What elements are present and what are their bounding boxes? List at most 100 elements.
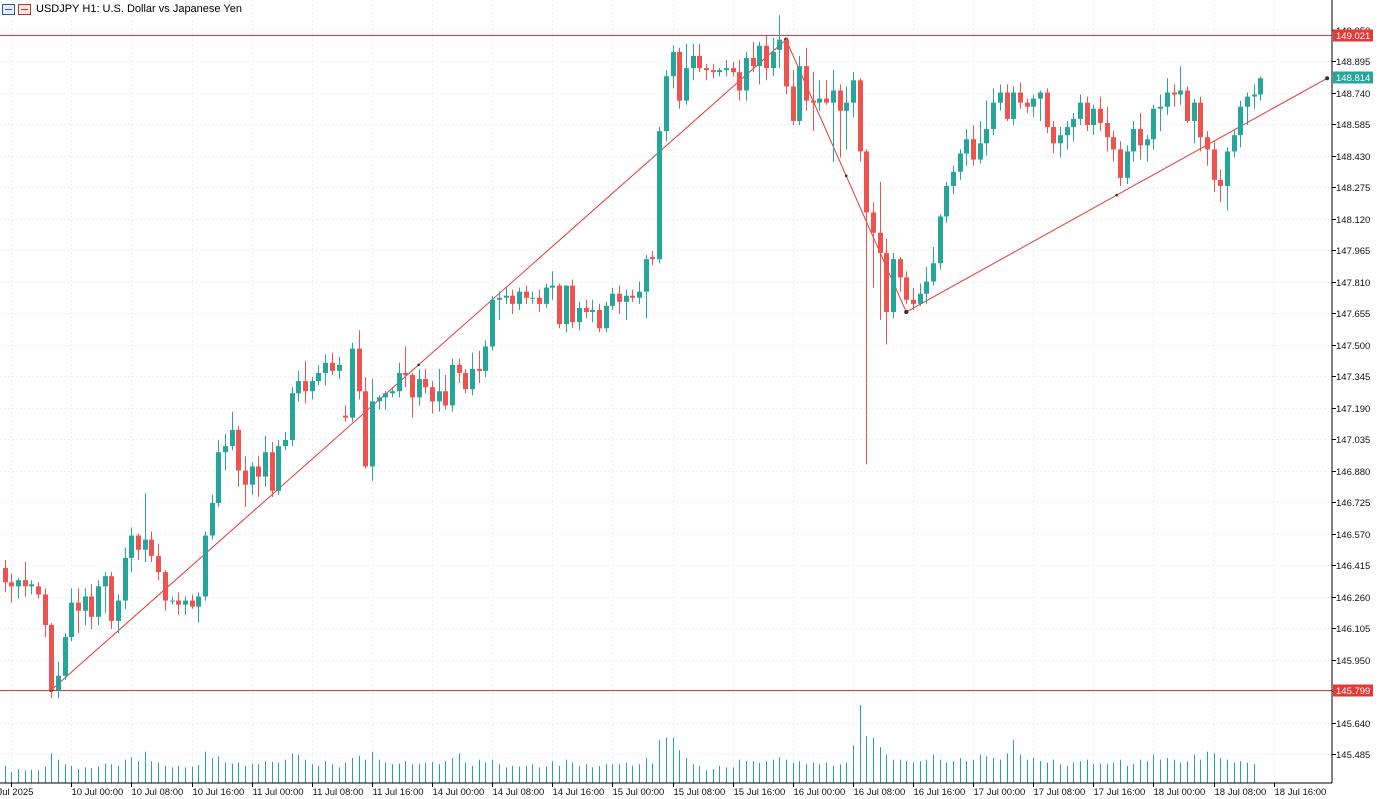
time-tick-label: 11 Jul 00:00: [253, 787, 304, 798]
candle-body: [998, 92, 1003, 103]
horizontal-levels[interactable]: [0, 35, 1332, 691]
candle-body: [537, 297, 542, 304]
candle-body: [504, 295, 509, 298]
candle-body: [56, 675, 61, 690]
time-tick-label: 17 Jul 08:00: [1034, 787, 1086, 798]
candle-body: [931, 263, 936, 282]
time-axis-background: [0, 783, 1379, 799]
level-price-label: 149.021: [1336, 31, 1370, 42]
zigzag-lines[interactable]: [49, 37, 1330, 692]
candle-body: [337, 364, 342, 371]
candle-body: [584, 307, 589, 312]
candle-body: [397, 372, 402, 392]
candle-body: [417, 379, 422, 398]
time-tick-label: 14 Jul 00:00: [433, 787, 485, 798]
candle-body: [550, 285, 555, 288]
price-tick-label: 147.035: [1336, 435, 1370, 446]
candle-body: [1185, 90, 1190, 121]
candle-body: [637, 291, 642, 298]
level-price-tag: [1333, 29, 1373, 42]
candle-body: [791, 86, 796, 121]
chart-list-icon[interactable]: [2, 3, 15, 15]
candle-body: [1131, 129, 1136, 152]
candle-body: [203, 535, 208, 597]
price-axis[interactable]: 149.050148.895148.740148.585148.430148.2…: [1331, 0, 1379, 783]
time-tick-label: 18 Jul 16:00: [1275, 787, 1327, 798]
candle-body: [430, 387, 435, 402]
price-tick-label: 148.740: [1336, 89, 1370, 100]
candle-body: [677, 51, 682, 101]
candle-body: [871, 212, 876, 233]
candle-body: [737, 72, 742, 91]
candle-body: [263, 452, 268, 477]
candle-body: [824, 98, 829, 103]
candle-body: [704, 68, 709, 71]
price-tick-label: 147.500: [1336, 341, 1370, 352]
candle-body: [176, 600, 181, 605]
candle-body: [844, 102, 849, 111]
price-tick-label: 147.655: [1336, 309, 1370, 320]
candle-body: [103, 576, 108, 587]
candle-body: [1178, 90, 1183, 95]
candle-body: [49, 624, 54, 690]
price-tick-label: 146.260: [1336, 593, 1370, 604]
candle-body: [223, 446, 228, 453]
time-axis[interactable]: 9 Jul 2025 10 Jul 00:00 10 Jul 08:00 10 Jul…: [0, 782, 1379, 799]
time-tick-label: 15 Jul 16:00: [734, 787, 786, 798]
time-tick-label: 18 Jul 00:00: [1154, 787, 1206, 798]
candle-body: [797, 66, 802, 121]
zigzag-midpoint: [844, 174, 848, 178]
candle-body: [330, 362, 335, 371]
candle-body: [183, 600, 188, 605]
candle-body: [390, 391, 395, 394]
candle-body: [143, 539, 148, 550]
candle-body: [69, 602, 74, 638]
candle-body: [423, 379, 428, 388]
candle-body: [717, 70, 722, 73]
chart-window-icon[interactable]: [18, 3, 31, 15]
grid-lines: [0, 0, 1332, 783]
symbol-label: USDJPY: [36, 3, 80, 15]
candle-body: [1138, 129, 1143, 146]
price-tick-label: 146.415: [1336, 561, 1370, 572]
zigzag-anchor: [1325, 76, 1330, 81]
candle-body: [944, 185, 949, 217]
candle-body: [751, 57, 756, 67]
price-tick-label: 148.275: [1336, 183, 1370, 194]
candle-body: [557, 285, 562, 325]
candle-body: [196, 596, 201, 607]
candle-body: [303, 381, 308, 392]
price-tick-label: 146.725: [1336, 498, 1370, 509]
candle-body: [1105, 122, 1110, 138]
candle-body: [991, 102, 996, 130]
candle-body: [510, 295, 515, 304]
candle-body: [377, 397, 382, 402]
candle-body: [610, 293, 615, 306]
candle-body: [483, 346, 488, 371]
candle-body: [958, 153, 963, 172]
candle-body: [270, 452, 275, 491]
candle-body: [256, 466, 261, 477]
zigzag-midpoint: [1115, 193, 1119, 197]
candle-body: [450, 364, 455, 406]
candle-body: [858, 80, 863, 152]
time-tick-label: 10 Jul 16:00: [193, 787, 245, 798]
candle-body: [604, 305, 609, 329]
candle-body: [463, 372, 468, 390]
candle-body: [517, 291, 522, 304]
candle-body: [951, 171, 956, 186]
candle-body: [403, 372, 408, 375]
candle-body: [63, 637, 68, 676]
price-tick-label: 148.120: [1336, 215, 1370, 226]
candle-body: [918, 293, 923, 304]
candle-body: [684, 68, 689, 101]
candle-body: [757, 45, 762, 67]
symbol-description: U.S. Dollar vs Japanese Yen: [102, 3, 242, 15]
candle-body: [149, 539, 154, 556]
candle-body: [1212, 149, 1217, 180]
candle-body: [129, 535, 134, 558]
candle-body: [777, 39, 782, 50]
candle-body: [838, 90, 843, 111]
candle-body: [250, 466, 255, 485]
